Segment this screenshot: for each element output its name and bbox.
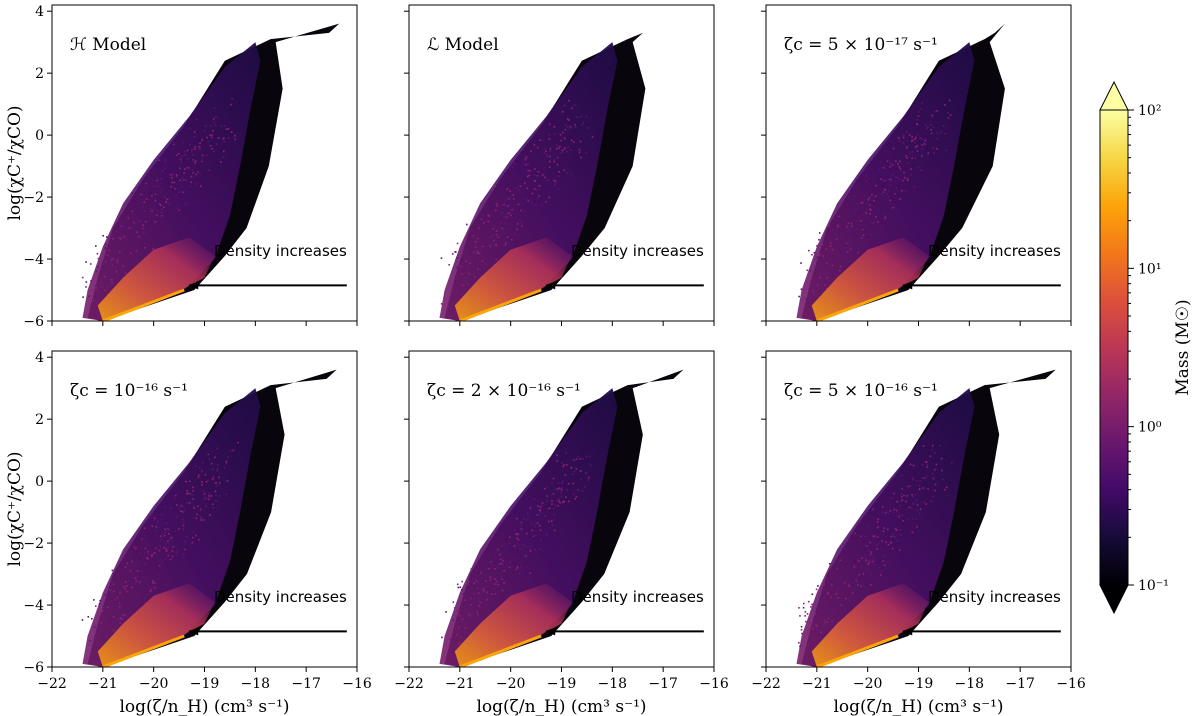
y-tick-label: −6: [23, 660, 44, 676]
x-tick-label: −22: [37, 676, 67, 692]
x-tick-label: −18: [241, 676, 271, 692]
peak-mass-ridge: [816, 634, 899, 667]
y-tick-label: −2: [23, 536, 44, 552]
scatter-halo: [440, 99, 594, 305]
x-tick-label: −17: [291, 676, 321, 692]
colorbar-tick-label: 10²: [1138, 103, 1161, 119]
x-tick-label: −18: [598, 676, 628, 692]
colorbar-extend-max: [1099, 80, 1129, 111]
x-tick-label: −16: [699, 676, 729, 692]
scatter-halo: [798, 99, 952, 301]
y-tick-label: 4: [35, 4, 44, 20]
x-tick-label: −19: [547, 676, 577, 692]
density-annotation: Density increases: [928, 242, 1061, 260]
y-tick-label: −2: [23, 190, 44, 206]
x-axis-label: log(ζ/n_H) (cm³ s⁻¹): [833, 697, 1003, 716]
x-tick-label: −19: [190, 676, 220, 692]
density-annotation: Density increases: [928, 588, 1061, 606]
y-tick-label: 2: [35, 66, 44, 82]
panel-title: ζc = 5 × 10⁻¹⁶ s⁻¹: [784, 381, 938, 401]
density-annotation: Density increases: [571, 242, 704, 260]
colorbar-tick-label: 10¹: [1138, 261, 1161, 277]
heatmap-distribution: [796, 369, 1056, 667]
heatmap-distribution: [439, 23, 653, 321]
colorbar-extend-min: [1099, 584, 1129, 615]
high-mass-band: [811, 237, 929, 321]
heatmap-distribution: [81, 369, 337, 667]
panel-1: −6 −4 −2 0 2 4 log(χC⁺/χCO) ℋ Model Density incr…: [5, 4, 358, 330]
scatter-halo: [798, 444, 953, 648]
mid-mass-region: [439, 42, 618, 321]
peak-mass-ridge: [459, 634, 542, 667]
peak-mass-ridge: [816, 288, 899, 321]
x-tick-label: −19: [904, 676, 934, 692]
density-annotation: Density increases: [214, 588, 347, 606]
heatmap-distribution: [796, 23, 1005, 321]
x-tick-label: −16: [342, 676, 372, 692]
panel-title: ℋ Model: [70, 35, 146, 55]
y-axis-label: log(χC⁺/χCO): [5, 451, 25, 566]
colorbar-label: Mass (M☉): [1173, 299, 1193, 395]
colorbar-gradient: [1099, 109, 1129, 586]
x-tick-label: −21: [445, 676, 475, 692]
x-tick-label: −21: [802, 676, 832, 692]
y-axis-label: log(χC⁺/χCO): [5, 105, 25, 220]
x-tick-label: −18: [955, 676, 985, 692]
x-tick-label: −20: [496, 676, 526, 692]
panel-3: ζc = 5 × 10⁻¹⁷ s⁻¹ Density increases: [761, 4, 1072, 326]
high-mass-band: [811, 583, 929, 667]
colorbar-tick-label: 10⁰: [1138, 420, 1162, 436]
density-annotation: Density increases: [571, 588, 704, 606]
x-tick-label: −20: [139, 676, 169, 692]
y-tick-label: 4: [35, 350, 44, 366]
y-tick-label: 0: [35, 474, 44, 490]
high-mass-band: [97, 583, 215, 667]
y-tick-label: −4: [23, 598, 44, 614]
panel-5: −22 −21 −20 −19 −18 −17 −16 log(ζ/n_H) (cm³ s⁻¹…: [394, 350, 729, 716]
panel-4: −22 −21 −20 −19 −18 −17 −16−6−4−2024log(ζ/n_H)…: [5, 350, 372, 716]
x-tick-label: −22: [394, 676, 424, 692]
mid-mass-region: [439, 388, 618, 667]
colorbar: 10⁻¹ 10⁰ 10¹ 10² Mass (M☉): [1099, 80, 1193, 615]
heatmap-distribution: [439, 369, 684, 667]
peak-mass-ridge: [102, 288, 185, 321]
x-tick-label: −20: [853, 676, 883, 692]
heatmap-distribution: [81, 23, 340, 321]
y-tick-label: 2: [35, 412, 44, 428]
panel-title: ζc = 5 × 10⁻¹⁷ s⁻¹: [784, 35, 938, 55]
colorbar-tick-label: 10⁻¹: [1138, 578, 1169, 594]
y-tick-label: −4: [23, 252, 44, 268]
mid-mass-region: [82, 388, 261, 667]
panel-2: ℒ Model Density increases: [404, 4, 715, 326]
x-axis-label: log(ζ/n_H) (cm³ s⁻¹): [476, 697, 646, 716]
y-tick-label: 0: [35, 128, 44, 144]
mid-mass-region: [796, 388, 975, 667]
density-annotation: Density increases: [214, 242, 347, 260]
peak-mass-ridge: [459, 288, 542, 321]
peak-mass-ridge: [102, 634, 185, 667]
panel-6: −22 −21 −20 −19 −18 −17 −16 log(ζ/n_H) (cm³ s⁻¹…: [751, 350, 1086, 716]
high-mass-band: [454, 237, 572, 321]
high-mass-band: [454, 583, 572, 667]
y-tick-label: −6: [23, 314, 44, 330]
scatter-halo: [441, 451, 592, 653]
x-tick-label: −22: [751, 676, 781, 692]
x-tick-label: −17: [1005, 676, 1035, 692]
x-axis-label: log(ζ/n_H) (cm³ s⁻¹): [119, 697, 289, 716]
panel-title: ℒ Model: [427, 35, 499, 55]
x-tick-label: −21: [88, 676, 118, 692]
high-mass-band: [97, 237, 215, 321]
scatter-halo: [81, 98, 237, 303]
x-tick-label: −16: [1056, 676, 1086, 692]
panel-title: ζc = 10⁻¹⁶ s⁻¹: [70, 381, 188, 401]
panel-title: ζc = 2 × 10⁻¹⁶ s⁻¹: [427, 381, 581, 401]
mid-mass-region: [82, 42, 261, 321]
x-tick-label: −17: [648, 676, 678, 692]
